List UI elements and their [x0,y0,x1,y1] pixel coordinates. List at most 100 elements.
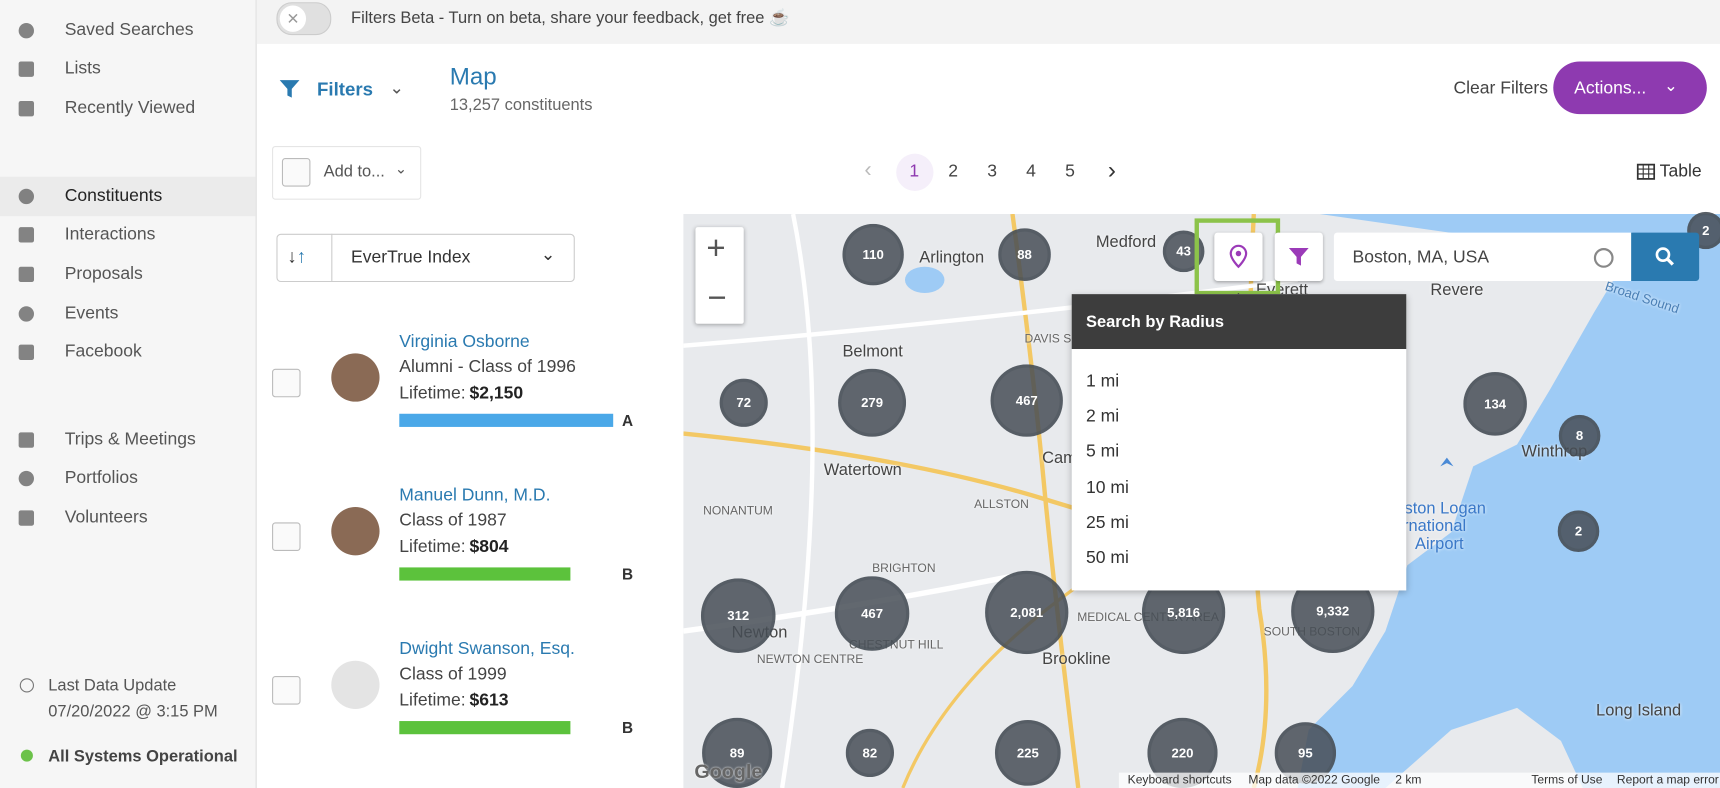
sort-label[interactable]: EverTrue Index [351,248,471,267]
nav-item[interactable]: Proposals [64,264,143,284]
nav-icon [18,470,35,487]
select-all[interactable] [281,158,311,187]
nav-icon [18,61,35,77]
map-cluster[interactable]: 312 [700,578,776,654]
map-cluster[interactable]: 225 [994,719,1061,786]
map-cluster[interactable]: 2,081 [985,570,1069,655]
score-bar [399,413,614,427]
map-cluster[interactable]: 467 [990,364,1063,437]
place-label: NONANTUM [703,504,773,519]
nav-icon [18,306,35,322]
constituent-name[interactable]: Manuel Dunn, M.D. [399,486,551,505]
location-text[interactable]: Boston, MA, USA [1352,248,1490,267]
radius-option[interactable]: 5 mi [1085,442,1120,462]
nav-icon [18,23,35,39]
zoom-out[interactable]: − [707,279,727,317]
nav-item[interactable]: Constituents [64,186,163,206]
constituent-name[interactable]: Dwight Swanson, Esq. [399,639,575,659]
sort-box[interactable] [276,233,575,283]
nav-item[interactable]: Portfolios [64,468,138,488]
page-number[interactable]: 4 [1026,162,1036,182]
add-to[interactable]: Add to... [323,162,385,182]
map-cluster[interactable]: 72 [719,378,768,427]
prev-page[interactable]: ‹ [864,158,872,183]
popup-header [1071,294,1407,350]
clear-filters[interactable]: Clear Filters [1453,79,1549,98]
map-cluster[interactable]: 89 [702,717,773,788]
radius-button[interactable] [1214,232,1263,281]
status-dot [20,749,33,762]
radius-option[interactable]: 1 mi [1085,372,1120,391]
add-to-caret[interactable]: ⌄ [394,160,407,177]
map-cluster[interactable]: 82 [845,728,895,778]
constituent-name[interactable]: Virginia Osborne [399,332,530,352]
nav-item[interactable]: Volunteers [64,508,148,527]
place-label: Airport [1415,534,1464,554]
zoom-in[interactable]: + [706,230,726,267]
page-number[interactable]: 1 [909,162,920,182]
row-checkbox[interactable] [272,676,301,705]
locate-icon[interactable] [1593,248,1614,268]
attribution[interactable]: Report a map error [1616,773,1719,787]
page-number[interactable]: 2 [948,162,959,182]
grade: A [621,411,634,430]
page-number[interactable]: 3 [987,162,998,182]
page-number[interactable]: 5 [1065,162,1075,182]
table-button[interactable]: Table [1659,162,1702,182]
nav-icon [18,227,35,243]
attribution[interactable]: Keyboard shortcuts [1127,773,1232,787]
map-cluster[interactable]: 2 [1687,211,1720,250]
nav-item[interactable]: Recently Viewed [64,98,196,118]
page-title: Map [449,62,497,90]
place-label: NEWTON CENTRE [756,653,864,667]
radius-option[interactable]: 25 mi [1085,513,1129,533]
actions-caret: ⌄ [1664,76,1678,96]
add-to-box[interactable] [272,145,422,200]
actions-button[interactable] [1553,61,1707,115]
popup-title: Search by Radius [1085,312,1225,332]
place-label: Long Island [1596,701,1682,720]
map-cluster[interactable]: 110 [842,223,904,286]
radius-option[interactable]: 2 mi [1085,407,1120,427]
sort-caret[interactable]: ⌄ [540,245,556,265]
row-checkbox[interactable] [272,522,301,551]
location-search[interactable] [1333,232,1633,281]
lifetime-label: Lifetime: [399,537,466,557]
filters-button[interactable]: Filters [317,79,373,100]
actions-label: Actions... [1574,79,1647,98]
nav-icon [18,510,35,526]
search-button[interactable] [1631,232,1700,281]
map-cluster[interactable]: 134 [1463,372,1527,436]
beta-toggle[interactable]: ✕ [276,2,332,36]
nav-item[interactable]: Trips & Meetings [64,430,196,449]
sort-direction[interactable]: ↓↑ [287,245,307,267]
sort-divider [331,233,333,281]
map-cluster[interactable]: 8 [1558,414,1601,457]
nav-icon [18,344,35,360]
nav-item[interactable]: Interactions [64,224,156,244]
grade: B [621,718,634,737]
attribution[interactable]: 2 km [1395,773,1422,787]
radius-option[interactable]: 50 mi [1085,548,1129,568]
attribution[interactable]: Map data ©2022 Google [1248,773,1380,787]
place-label: Belmont [842,342,903,362]
place-label: Brookline [1042,649,1111,669]
nav-item[interactable]: Events [64,304,119,323]
row-checkbox[interactable] [272,368,301,398]
map-cluster[interactable]: 88 [998,228,1051,281]
status: All Systems Operational [48,747,238,767]
nav-item[interactable]: Saved Searches [64,20,194,40]
map-cluster[interactable]: 2 [1557,510,1600,553]
last-update: 07/20/2022 @ 3:15 PM [48,702,218,722]
map-cluster[interactable]: 279 [838,368,907,437]
clock-icon [19,678,35,693]
map-cluster[interactable]: 467 [834,576,910,651]
attribution[interactable]: Terms of Use [1531,773,1603,787]
radius-option[interactable]: 10 mi [1085,478,1129,497]
filters-caret[interactable]: ⌄ [389,79,405,98]
nav-item[interactable]: Facebook [64,342,142,362]
constituent-class: Class of 1987 [399,511,507,531]
zoom-control [695,227,744,324]
next-page[interactable]: › [1107,155,1116,184]
nav-item[interactable]: Lists [64,59,101,78]
